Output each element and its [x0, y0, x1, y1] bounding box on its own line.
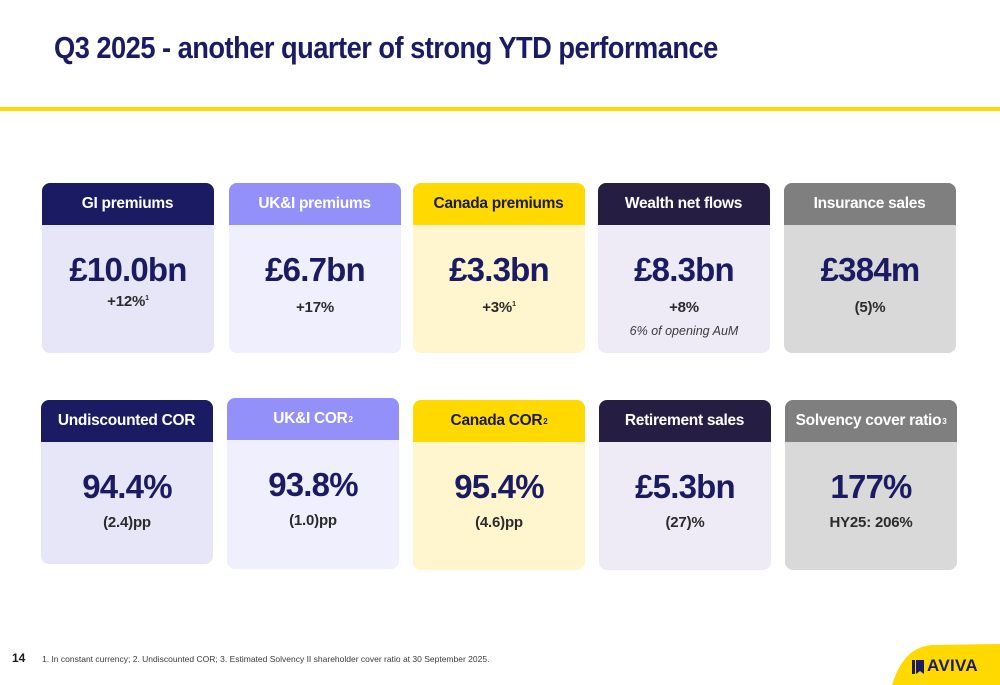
kpi-change-text: +8%: [669, 299, 699, 316]
kpi-label: GI premiums: [81, 195, 174, 212]
kpi-label: UK&I COR: [273, 410, 348, 427]
kpi-card-header: UK&I premiums: [229, 183, 401, 225]
kpi-label: Canada premiums: [433, 195, 564, 212]
kpi-label: Insurance sales: [813, 195, 926, 212]
kpi-label: Undiscounted COR: [57, 412, 196, 429]
logo-yellow-swoosh: [892, 644, 1000, 685]
kpi-change: (4.6)pp: [475, 514, 523, 531]
kpi-card-wealth-net-flows: Wealth net flows £8.3bn +8% 6% of openin…: [598, 183, 770, 353]
kpi-card-uki-cor: UK&I COR 2 93.8% (1.0)pp: [227, 398, 399, 569]
kpi-change: +8%: [669, 299, 699, 316]
kpi-card-canada-premiums: Canada premiums £3.3bn +3%1: [413, 183, 585, 353]
kpi-value: 94.4%: [82, 468, 172, 505]
footnote-ref: 2: [543, 416, 548, 426]
kpi-change: +17%: [296, 299, 334, 316]
kpi-label: UK&I premiums: [258, 195, 371, 212]
kpi-change-text: (27)%: [665, 514, 705, 531]
kpi-label: Retirement sales: [624, 412, 745, 429]
kpi-change: (5)%: [855, 299, 886, 316]
aviva-logo: AVIVA: [892, 644, 1000, 685]
kpi-card-insurance-sales: Insurance sales £384m (5)%: [784, 183, 956, 353]
footnote-ref: 2: [348, 414, 353, 424]
kpi-value: £8.3bn: [634, 251, 735, 288]
logo-text: AVIVA: [927, 656, 978, 675]
kpi-change-text: (5)%: [854, 299, 886, 316]
kpi-change-text: +3%: [482, 299, 513, 316]
kpi-value: £6.7bn: [265, 251, 366, 288]
kpi-change: HY25: 206%: [829, 514, 912, 531]
kpi-card-header: Solvency cover ratio 3: [785, 400, 957, 442]
footnote-ref: 1: [512, 301, 516, 308]
kpi-change-text: (2.4)pp: [103, 514, 151, 531]
kpi-value: 95.4%: [454, 468, 544, 505]
kpi-value: £384m: [820, 251, 921, 288]
kpi-change-text: (4.6)pp: [475, 514, 523, 531]
kpi-card-header: UK&I COR 2: [227, 398, 399, 440]
kpi-value: 177%: [830, 468, 912, 505]
kpi-card-header: GI premiums: [42, 183, 214, 225]
aviva-flag-icon: [912, 659, 924, 674]
kpi-card-retirement-sales: Retirement sales £5.3bn (27)%: [599, 400, 771, 570]
footnote-ref: 1: [145, 295, 149, 302]
kpi-change: (1.0)pp: [289, 512, 337, 529]
kpi-value: £10.0bn: [69, 251, 187, 288]
kpi-card-header: Undiscounted COR: [41, 400, 213, 442]
kpi-note: 6% of opening AuM: [629, 324, 739, 338]
kpi-card-header: Retirement sales: [599, 400, 771, 442]
kpi-card-gi-premiums: GI premiums £10.0bn +12%1: [42, 183, 214, 353]
kpi-label: Canada COR: [450, 412, 543, 429]
kpi-card-canada-cor: Canada COR 2 95.4% (4.6)pp: [413, 400, 585, 570]
title-divider: [0, 107, 1000, 111]
kpi-card-header: Canada premiums: [413, 183, 585, 225]
kpi-change: (2.4)pp: [103, 514, 151, 531]
kpi-label: Wealth net flows: [624, 195, 743, 212]
footnotes: 1. In constant currency; 2. Undiscounted…: [42, 654, 490, 664]
kpi-card-undiscounted-cor: Undiscounted COR 94.4% (2.4)pp: [41, 400, 213, 564]
kpi-change-text: (1.0)pp: [289, 512, 337, 529]
kpi-card-uki-premiums: UK&I premiums £6.7bn +17%: [229, 183, 401, 353]
kpi-card-header: Wealth net flows: [598, 183, 770, 225]
kpi-value: £5.3bn: [635, 468, 736, 505]
kpi-change-text: HY25: 206%: [829, 514, 913, 531]
kpi-card-solvency-cover-ratio: Solvency cover ratio 3 177% HY25: 206%: [785, 400, 957, 570]
kpi-change-text: +12%: [107, 293, 146, 310]
kpi-value: 93.8%: [268, 466, 358, 503]
page-number: 14: [12, 651, 26, 665]
kpi-value: £3.3bn: [449, 251, 550, 288]
kpi-card-header: Canada COR 2: [413, 400, 585, 442]
page-title: Q3 2025 - another quarter of strong YTD …: [54, 30, 718, 65]
kpi-change-text: +17%: [296, 299, 334, 316]
kpi-change: (27)%: [665, 514, 704, 531]
kpi-label: Solvency cover ratio: [795, 412, 942, 429]
kpi-change: +12%1: [107, 293, 149, 310]
kpi-change: +3%1: [482, 299, 516, 316]
footnote-ref: 3: [942, 416, 947, 426]
kpi-card-header: Insurance sales: [784, 183, 956, 225]
